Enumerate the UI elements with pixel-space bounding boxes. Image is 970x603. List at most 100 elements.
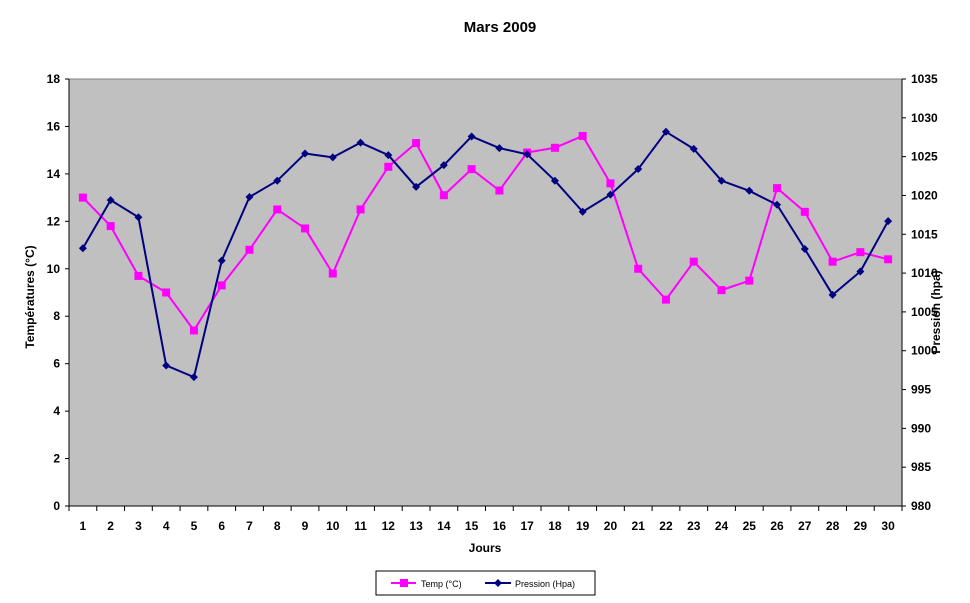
pressure-data-point xyxy=(495,144,504,153)
x-tick-label: 12 xyxy=(382,519,396,533)
temp-data-point xyxy=(301,224,310,233)
x-tick-label: 22 xyxy=(659,519,673,533)
pressure-data-point xyxy=(217,256,226,265)
y-left-tick-label: 12 xyxy=(47,214,61,228)
pressure-data-point xyxy=(773,200,782,209)
y-axis-right-label: Pression (hpa) xyxy=(929,270,943,353)
y-left-tick-label: 10 xyxy=(47,262,61,276)
y-right-tick-label: 1025 xyxy=(911,150,938,164)
x-tick-label: 24 xyxy=(715,519,729,533)
pressure-data-point xyxy=(78,244,87,253)
x-tick-label: 9 xyxy=(302,519,309,533)
pressure-data-point xyxy=(634,165,643,174)
pressure-data-point xyxy=(328,153,337,162)
y-left-tick-label: 18 xyxy=(47,72,61,86)
x-tick-label: 21 xyxy=(632,519,646,533)
y-right-tick-label: 1010 xyxy=(911,266,938,280)
y-left-tick-label: 2 xyxy=(53,452,60,466)
x-tick-label: 29 xyxy=(854,519,868,533)
x-tick-label: 19 xyxy=(576,519,590,533)
x-tick-label: 11 xyxy=(354,519,367,533)
pressure-data-point xyxy=(689,144,698,153)
pressure-data-point xyxy=(189,373,198,382)
x-tick-label: 15 xyxy=(465,519,479,533)
pressure-data-point xyxy=(800,245,809,254)
pressure-data-point xyxy=(384,151,393,160)
pressure-data-point xyxy=(661,127,670,136)
x-tick-label: 17 xyxy=(520,519,534,533)
temp-data-point xyxy=(550,143,559,152)
temp-series-line xyxy=(82,134,889,332)
y-left-tick-label: 8 xyxy=(53,309,60,323)
temp-data-point xyxy=(134,271,143,280)
pressure-data-point xyxy=(356,138,365,147)
y-right-tick-label: 1035 xyxy=(911,72,938,86)
pressure-data-point xyxy=(550,176,559,185)
y-left-tick-label: 14 xyxy=(47,167,61,181)
y-right-tick-label: 980 xyxy=(911,499,931,513)
x-tick-label: 2 xyxy=(107,519,114,533)
x-tick-label: 8 xyxy=(274,519,281,533)
temp-data-point xyxy=(800,207,809,216)
x-tick-label: 14 xyxy=(437,519,451,533)
x-tick-label: 28 xyxy=(826,519,840,533)
temp-data-point xyxy=(217,281,226,290)
x-tick-label: 4 xyxy=(163,519,170,533)
x-tick-label: 20 xyxy=(604,519,618,533)
pressure-data-point xyxy=(412,182,421,191)
y-right-tick-label: 1030 xyxy=(911,111,938,125)
pressure-data-point xyxy=(856,267,865,276)
temp-data-point xyxy=(884,255,893,264)
temp-data-point xyxy=(328,269,337,278)
x-tick-label: 10 xyxy=(326,519,340,533)
pressure-data-point xyxy=(162,361,171,370)
pressure-data-point xyxy=(245,193,254,202)
pressure-data-point xyxy=(523,150,532,159)
pressure-data-point xyxy=(745,186,754,195)
temp-data-point xyxy=(828,257,837,266)
legend-temp-marker xyxy=(400,579,408,587)
y-right-tick-label: 1005 xyxy=(911,305,938,319)
temp-data-point xyxy=(106,222,115,231)
temp-data-point xyxy=(495,186,504,195)
legend-temp-label: Temp (°C) xyxy=(421,579,462,589)
pressure-data-point xyxy=(273,176,282,185)
y-left-tick-label: 6 xyxy=(53,357,60,371)
x-tick-label: 27 xyxy=(798,519,812,533)
temp-data-point xyxy=(78,193,87,202)
pressure-data-point xyxy=(301,149,310,158)
legend-pressure-marker xyxy=(494,579,502,587)
x-axis-label: Jours xyxy=(469,541,502,555)
x-tick-label: 16 xyxy=(493,519,507,533)
pressure-series-line xyxy=(82,130,889,379)
temp-data-point xyxy=(189,326,198,335)
x-tick-label: 6 xyxy=(218,519,225,533)
temp-data-point xyxy=(273,205,282,214)
temp-data-point xyxy=(439,191,448,200)
x-tick-label: 26 xyxy=(770,519,784,533)
y-right-tick-label: 985 xyxy=(911,460,931,474)
temp-data-point xyxy=(162,288,171,297)
pressure-data-point xyxy=(439,161,448,170)
y-right-tick-label: 995 xyxy=(911,383,931,397)
pressure-data-point xyxy=(106,196,115,205)
pressure-data-point xyxy=(606,190,615,199)
temp-data-point xyxy=(717,286,726,295)
pressure-data-point xyxy=(578,207,587,216)
temp-data-point xyxy=(661,295,670,304)
temp-data-point xyxy=(689,257,698,266)
y-left-tick-label: 16 xyxy=(47,119,61,133)
x-tick-label: 3 xyxy=(135,519,142,533)
pressure-data-point xyxy=(134,213,143,222)
y-right-tick-label: 1000 xyxy=(911,344,938,358)
x-tick-label: 13 xyxy=(409,519,423,533)
y-left-tick-label: 4 xyxy=(53,404,60,418)
chart-marks: 0246810121416189809859909951000100510101… xyxy=(47,72,938,533)
temp-data-point xyxy=(634,264,643,273)
temp-data-point xyxy=(856,248,865,257)
temp-data-point xyxy=(245,245,254,254)
temp-data-point xyxy=(578,131,587,140)
pressure-data-point xyxy=(467,132,476,141)
pressure-data-point xyxy=(717,176,726,185)
